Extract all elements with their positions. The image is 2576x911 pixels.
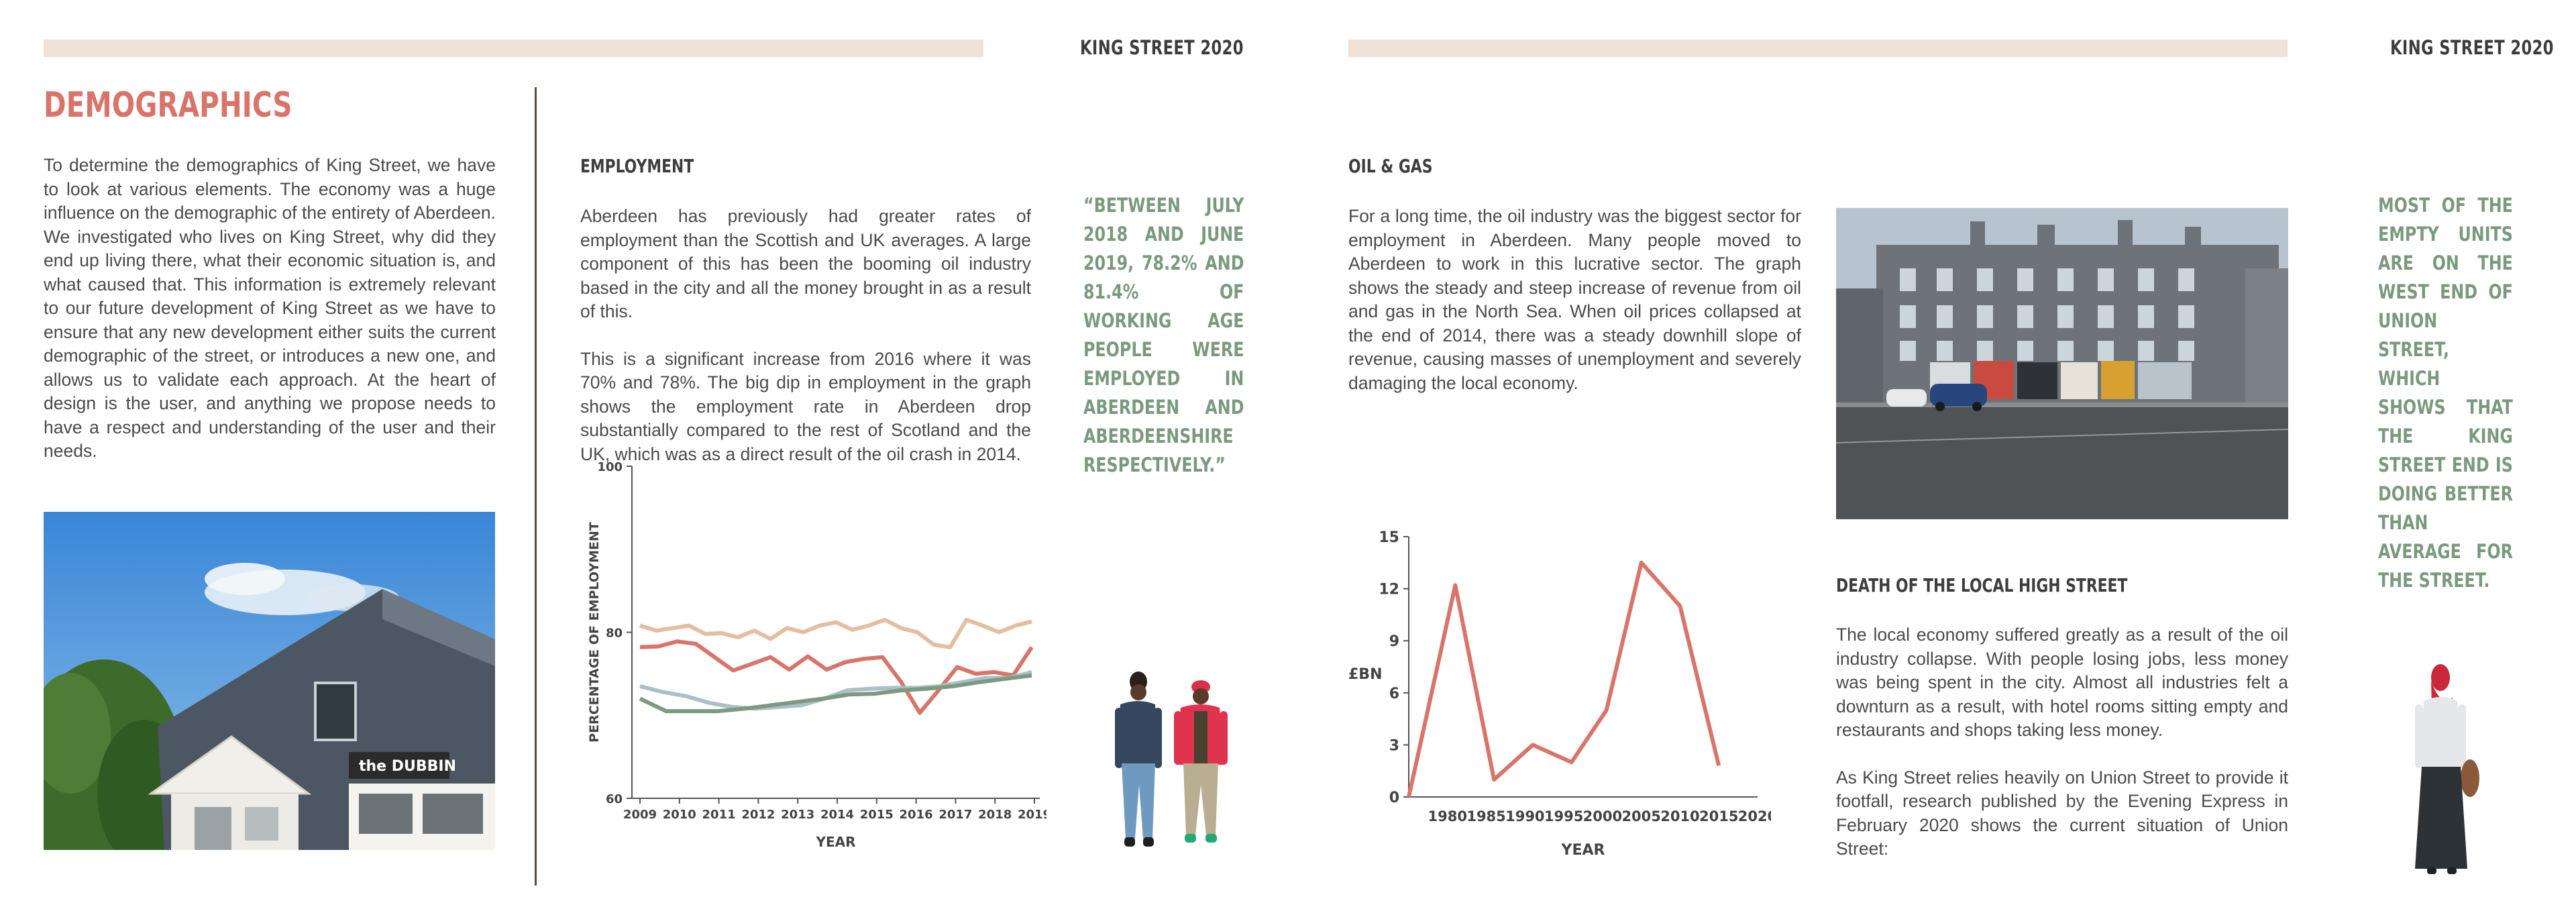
king-street-photo <box>1836 208 2288 519</box>
high-street-paragraph-1: The local economy suffered greatly as a … <box>1836 625 2288 740</box>
x-tick-label: 2000 <box>1583 808 1622 824</box>
x-tick-label: 2014 <box>820 808 854 822</box>
y-tick-label: 3 <box>1389 737 1399 754</box>
y-tick-label: 60 <box>606 792 623 806</box>
x-tick-label: 2015 <box>860 808 894 822</box>
employment-text: Aberdeen has previously had greater rate… <box>580 205 1031 490</box>
oil-gas-text: For a long time, the oil industry was th… <box>1348 205 1801 419</box>
x-tick-label: 1985 <box>1466 808 1505 824</box>
pub-sign-text: the DUBBIN <box>359 758 456 775</box>
x-tick-label: 2011 <box>702 808 736 822</box>
page-divider <box>535 87 537 886</box>
empty-units-quote: MOST OF THE EMPTY UNITS ARE ON THE WEST … <box>2378 194 2513 592</box>
y-axis-label: PERCENTAGE OF EMPLOYMENT <box>587 522 602 743</box>
high-street-paragraph-2: As King Street relies heavily on Union S… <box>1836 767 2288 859</box>
header-title-right: KING STREET 2020 <box>2390 36 2554 59</box>
employment-series-line <box>639 673 1032 714</box>
y-tick-label: 9 <box>1389 633 1399 650</box>
y-tick-label: 0 <box>1389 790 1399 806</box>
employment-heading: EMPLOYMENT <box>580 155 694 177</box>
header-title-left: KING STREET 2020 <box>1080 36 1244 59</box>
x-tick-label: 1990 <box>1505 808 1544 824</box>
y-tick-label: 12 <box>1379 582 1399 598</box>
employment-chart: 60 80 100 2009 2010 2011 2012 2013 2014 2015 2016 2… <box>587 460 1046 850</box>
x-tick-label: 2016 <box>900 808 933 822</box>
x-tick-label: 2009 <box>623 808 657 822</box>
x-tick-label: 2018 <box>978 808 1012 822</box>
people-figures <box>1115 672 1228 847</box>
intro-text: To determine the demographics of King St… <box>44 154 496 487</box>
y-axis-label: £BN <box>1348 666 1383 683</box>
oil-revenue-line <box>1407 560 1721 798</box>
y-tick-label: 100 <box>597 460 623 474</box>
x-tick-label: 2005 <box>1621 808 1660 824</box>
employment-quote: “BETWEEN JULY 2018 AND JUNE 2019, 78.2% … <box>1083 194 1244 476</box>
y-tick-label: 6 <box>1389 686 1399 702</box>
employment-series-line <box>639 617 1032 649</box>
oil-revenue-chart: 0 3 6 9 12 15 1980 1985 1990 1995 2000 2005 2010 2015… <box>1348 529 1771 859</box>
x-tick-label: 2012 <box>741 808 775 822</box>
pub-photo: the DUBBIN <box>44 512 495 850</box>
x-tick-label: 2013 <box>781 808 814 822</box>
x-tick-label: 1980 <box>1428 808 1467 824</box>
x-tick-label: 2019 <box>1018 808 1046 822</box>
x-tick-label: 2015 <box>1699 808 1738 824</box>
employment-paragraph-1: Aberdeen has previously had greater rate… <box>580 206 1031 321</box>
intro-paragraph: To determine the demographics of King St… <box>44 155 496 461</box>
y-tick-label: 80 <box>606 627 623 641</box>
x-tick-label: 2010 <box>663 808 696 822</box>
x-tick-label: 1995 <box>1544 808 1583 824</box>
x-tick-label: 2017 <box>938 808 972 822</box>
x-tick-label: 2020 <box>1738 808 1771 824</box>
header-bar-right <box>1348 40 2288 57</box>
x-axis-label: YEAR <box>815 834 855 850</box>
woman-figure <box>2415 664 2479 874</box>
high-street-text: The local economy suffered greatly as a … <box>1836 623 2288 885</box>
oil-gas-heading: OIL & GAS <box>1348 155 1433 177</box>
header-bar-left <box>44 40 983 57</box>
x-axis-label: YEAR <box>1561 842 1605 859</box>
employment-series-line <box>639 669 1032 711</box>
page-title: DEMOGRAPHICS <box>44 85 292 125</box>
x-tick-label: 2010 <box>1660 808 1699 824</box>
y-tick-label: 15 <box>1379 529 1399 546</box>
high-street-heading: DEATH OF THE LOCAL HIGH STREET <box>1836 574 2128 596</box>
employment-paragraph-2: This is a significant increase from 2016… <box>580 348 1031 464</box>
oil-gas-paragraph: For a long time, the oil industry was th… <box>1348 206 1801 393</box>
employment-series-line <box>639 639 1034 715</box>
